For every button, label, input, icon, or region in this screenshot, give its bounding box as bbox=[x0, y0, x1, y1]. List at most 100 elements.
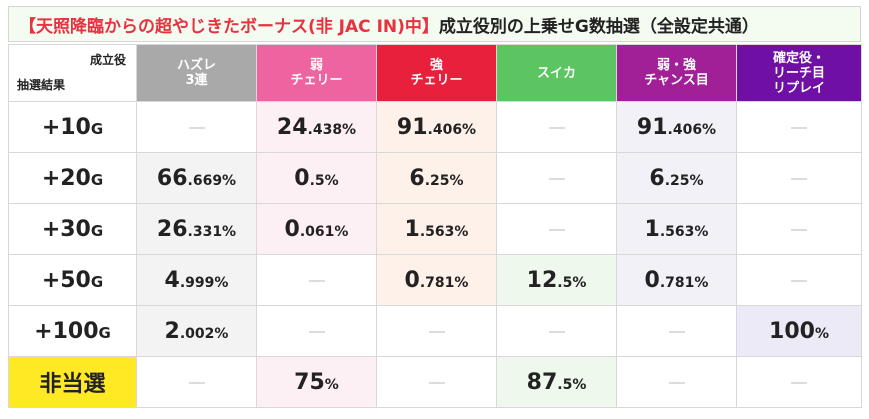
value-cell: 26.331% bbox=[136, 203, 257, 255]
value-text: 4.999% bbox=[165, 268, 229, 293]
value-int: 100 bbox=[769, 318, 815, 344]
value-text: 6.25% bbox=[409, 166, 463, 191]
column-header-line: チェリー bbox=[410, 73, 463, 88]
dash-icon bbox=[548, 178, 565, 180]
column-header: スイカ bbox=[496, 44, 617, 102]
value-cell: 1.563% bbox=[616, 203, 737, 255]
value-cell: 91.406% bbox=[616, 101, 737, 153]
value-int: 91 bbox=[636, 114, 668, 140]
row-label-text: +50 bbox=[41, 267, 91, 293]
table-body: +10G 24.438% 91.406% 91.406% +20G 66.669% 0.5%… bbox=[8, 101, 862, 408]
value-int: 66 bbox=[156, 165, 188, 191]
value-decimal: % bbox=[814, 325, 829, 342]
payout-table: 成立役 抽選結果 ハズレ 3連 弱チェリー 強チェリー スイカ 弱・強 チャンス目 … bbox=[8, 44, 862, 408]
column-header-line: リーチ目 bbox=[772, 65, 825, 81]
value-text: 1.563% bbox=[405, 217, 469, 242]
row-label: +20G bbox=[8, 152, 137, 204]
column-header-line: リプレイ bbox=[772, 80, 825, 96]
column-header-line: 弱 bbox=[309, 58, 323, 73]
value-cell: 75% bbox=[256, 356, 377, 408]
corner-top-label: 成立役 bbox=[89, 53, 126, 67]
value-int: 26 bbox=[156, 216, 188, 242]
row-label: +50G bbox=[8, 254, 137, 306]
dash-icon bbox=[791, 280, 807, 282]
row-label-unit: G bbox=[90, 170, 104, 189]
value-cell: 66.669% bbox=[136, 152, 257, 204]
value-cell: 6.25% bbox=[616, 152, 737, 204]
value-int: 91 bbox=[396, 114, 428, 140]
row-label: +100G bbox=[8, 305, 137, 357]
empty-cell bbox=[496, 203, 617, 255]
value-decimal: .438% bbox=[307, 121, 357, 138]
dash-icon bbox=[428, 382, 445, 384]
value-text: 6.25% bbox=[649, 166, 703, 191]
dash-icon bbox=[668, 382, 685, 384]
empty-cell bbox=[256, 305, 377, 357]
table-row: +30G 26.331% 0.061% 1.563% 1.563% bbox=[8, 203, 862, 255]
value-text: 0.061% bbox=[285, 217, 349, 242]
dash-icon bbox=[548, 229, 565, 231]
dash-icon bbox=[188, 127, 205, 129]
empty-cell bbox=[616, 356, 737, 408]
value-int: 0 bbox=[284, 216, 300, 242]
value-text: 100% bbox=[769, 319, 829, 344]
empty-cell bbox=[736, 203, 862, 255]
table-row: 非当選 75% 87.5% bbox=[8, 356, 862, 408]
title-highlight: 【天照降臨からの超やじきたボーナス(非 JAC IN)中】 bbox=[19, 16, 439, 37]
value-int: 1 bbox=[404, 216, 420, 242]
value-text: 0.5% bbox=[294, 166, 338, 191]
dash-icon bbox=[428, 331, 445, 333]
row-label: +30G bbox=[8, 203, 137, 255]
column-header-line: チャンス目 bbox=[644, 73, 709, 88]
value-cell: 6.25% bbox=[376, 152, 497, 204]
dash-icon bbox=[791, 127, 807, 129]
empty-cell bbox=[136, 356, 257, 408]
column-header-line: 弱・強 bbox=[656, 58, 696, 73]
row-label-unit: G bbox=[90, 272, 104, 291]
value-decimal: .669% bbox=[187, 172, 237, 189]
header-row: 成立役 抽選結果 ハズレ 3連 弱チェリー 強チェリー スイカ 弱・強 チャンス目 … bbox=[8, 44, 862, 102]
row-label-text: +20 bbox=[41, 165, 91, 191]
value-decimal: .331% bbox=[187, 223, 237, 240]
corner-cell: 成立役 抽選結果 bbox=[8, 44, 137, 102]
value-int: 2 bbox=[164, 318, 180, 344]
value-decimal: .563% bbox=[659, 223, 709, 240]
column-header: 確定役・ リーチ目 リプレイ bbox=[736, 44, 862, 102]
value-int: 0 bbox=[294, 165, 310, 191]
row-label-text: 非当選 bbox=[39, 372, 106, 397]
value-text: 0.781% bbox=[405, 268, 469, 293]
dash-icon bbox=[548, 331, 565, 333]
value-int: 0 bbox=[644, 267, 660, 293]
empty-cell bbox=[256, 254, 377, 306]
value-decimal: .002% bbox=[179, 325, 229, 342]
value-text: 26.331% bbox=[157, 217, 236, 242]
column-header-line: ハズレ bbox=[176, 58, 216, 73]
row-label-unit: G bbox=[90, 119, 104, 138]
value-decimal: .25% bbox=[664, 172, 704, 189]
empty-cell bbox=[736, 152, 862, 204]
value-decimal: .5% bbox=[557, 274, 587, 291]
empty-cell bbox=[496, 101, 617, 153]
value-decimal: .061% bbox=[299, 223, 349, 240]
empty-cell bbox=[616, 305, 737, 357]
empty-cell bbox=[736, 356, 862, 408]
dash-icon bbox=[548, 127, 565, 129]
value-cell: 1.563% bbox=[376, 203, 497, 255]
value-decimal: .781% bbox=[419, 274, 469, 291]
row-label: 非当選 bbox=[8, 356, 137, 408]
column-header-line: 3連 bbox=[185, 73, 208, 88]
value-decimal: .781% bbox=[659, 274, 709, 291]
value-int: 87 bbox=[526, 369, 558, 395]
table-row: +10G 24.438% 91.406% 91.406% bbox=[8, 101, 862, 153]
value-text: 12.5% bbox=[527, 268, 587, 293]
column-header-line: チェリー bbox=[290, 73, 343, 88]
column-header: 弱チェリー bbox=[256, 44, 377, 102]
row-label-unit: G bbox=[98, 323, 111, 342]
empty-cell bbox=[376, 356, 497, 408]
dash-icon bbox=[791, 382, 807, 384]
table-row: +50G 4.999% 0.781% 12.5% 0.781% bbox=[8, 254, 862, 306]
value-text: 66.669% bbox=[157, 166, 236, 191]
row-label-unit: G bbox=[90, 221, 104, 240]
value-text: 87.5% bbox=[527, 370, 587, 395]
column-header: 強チェリー bbox=[376, 44, 497, 102]
